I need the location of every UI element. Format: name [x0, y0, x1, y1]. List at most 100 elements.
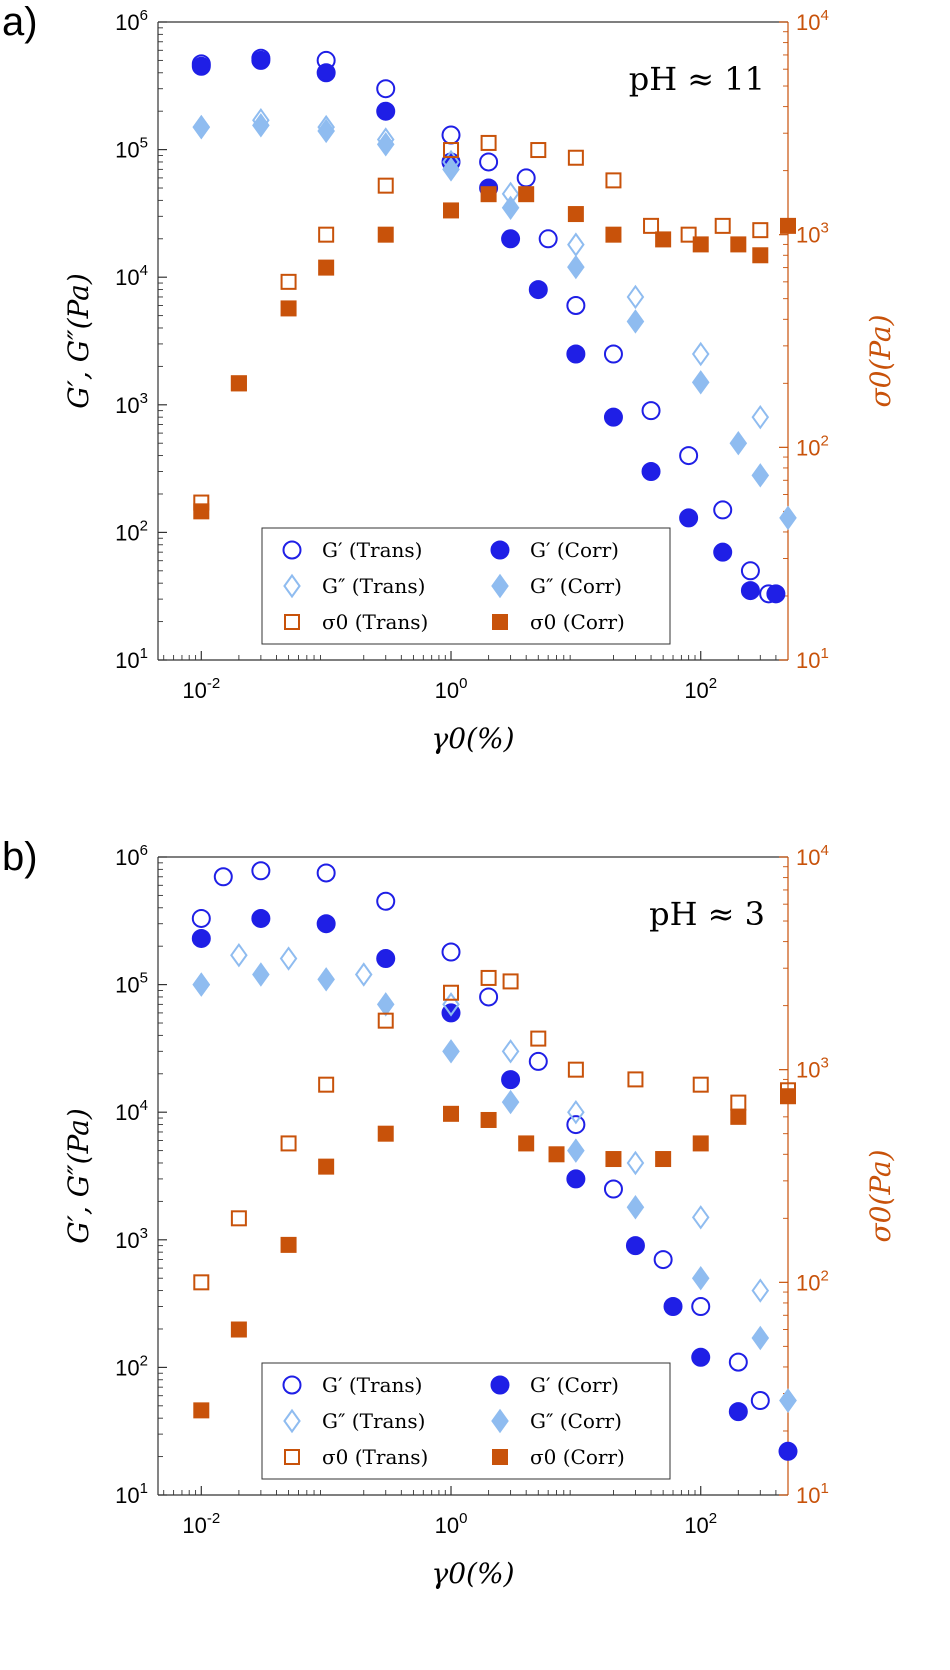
data-point-gpp_corr — [626, 309, 645, 334]
data-point-s_corr — [605, 1151, 622, 1168]
legend-marker-gpp_trans — [283, 573, 301, 599]
data-point-s_trans — [692, 1076, 709, 1093]
data-point-gpp_trans — [442, 992, 460, 1017]
legend-label-s_trans: σ0 (Trans) — [322, 1445, 428, 1469]
data-point-s_corr — [518, 1135, 535, 1152]
data-point-s_corr — [730, 1108, 747, 1125]
data-point-s_corr — [692, 1135, 709, 1152]
data-point-s_corr — [443, 1105, 460, 1122]
y-right-tick-label: 102 — [796, 432, 829, 460]
data-point-s_corr — [280, 1236, 297, 1253]
data-point-s_corr — [280, 300, 297, 317]
data-point-gpp_corr — [691, 1265, 710, 1291]
data-point-s_trans — [230, 1210, 247, 1227]
legend-label-s_corr: σ0 (Corr) — [530, 1445, 625, 1469]
data-point-gp_corr — [251, 50, 271, 70]
data-point-gpp_trans — [567, 232, 585, 257]
y-right-tick-label: 104 — [796, 842, 829, 870]
data-point-gp_corr — [778, 1441, 798, 1461]
data-point-s_trans — [377, 1012, 394, 1029]
legend-marker-gpp_corr — [491, 573, 509, 599]
legend-marker-gp_trans — [282, 1375, 302, 1395]
legend-label-gpp_trans: G″ (Trans) — [322, 574, 425, 598]
data-point-s_trans — [443, 142, 460, 159]
data-point-s_corr — [548, 1146, 565, 1163]
data-point-s_corr — [605, 226, 622, 243]
data-point-gp_trans — [516, 168, 536, 188]
data-point-s_corr — [480, 1111, 497, 1128]
legend-label-gp_corr: G′ (Corr) — [530, 1373, 619, 1397]
y-right-tick-label: 101 — [796, 645, 829, 673]
data-point-gpp_corr — [442, 1039, 460, 1064]
data-point-gpp_corr — [501, 195, 520, 220]
data-point-gp_trans — [376, 891, 396, 911]
data-point-s_corr — [193, 503, 210, 520]
legend-label-gp_trans: G′ (Trans) — [322, 1373, 422, 1397]
data-point-gpp_corr — [317, 118, 335, 144]
data-point-gpp_trans — [230, 942, 248, 968]
ph-annotation: pH ≈ 3 — [649, 895, 765, 933]
data-point-s_trans — [280, 273, 297, 290]
data-point-gp_corr — [713, 542, 733, 562]
legend-box — [261, 527, 671, 645]
panel-label-a: a) — [2, 0, 38, 44]
panel-label-b: b) — [2, 835, 38, 879]
data-point-s_trans — [502, 973, 519, 990]
data-point-s_corr — [377, 226, 394, 243]
legend-marker-s_corr — [492, 614, 508, 630]
data-point-s_trans — [730, 1094, 747, 1111]
x-tick-label: 100 — [435, 1510, 468, 1538]
chart-panel-b: 101 102 103 104 105 106 101 102 103 104 10-2 100 102… — [0, 835, 950, 1670]
y-tick-label: 103 — [115, 390, 148, 418]
data-point-s_trans — [318, 226, 335, 243]
data-point-gpp_corr — [252, 962, 270, 987]
legend-marker-s_trans — [284, 614, 300, 630]
chart-panel-a: 101 102 103 104 105 106 101 102 103 104 10-2 100 102… — [2, 0, 897, 755]
data-point-gp_trans — [603, 1179, 623, 1199]
data-point-s_trans — [627, 1071, 644, 1088]
data-point-gpp_corr — [626, 1195, 645, 1220]
y-tick-label: 105 — [115, 135, 148, 163]
data-point-s_corr — [318, 1158, 335, 1175]
data-point-s_corr — [377, 1125, 394, 1142]
data-point-gpp_corr — [567, 1138, 585, 1163]
data-point-s_trans — [280, 1135, 297, 1152]
data-point-gpp_trans — [751, 404, 770, 430]
y-tick-label: 102 — [115, 1352, 148, 1380]
legend-marker-s_trans — [284, 1449, 300, 1465]
data-point-s_trans — [752, 222, 769, 239]
data-point-gpp_corr — [252, 113, 270, 138]
data-point-gp_trans — [641, 401, 661, 421]
data-point-gp_trans — [528, 1051, 548, 1071]
legend-marker-gp_trans — [282, 540, 302, 560]
y-tick-label: 101 — [115, 645, 148, 673]
data-point-gp_corr — [603, 407, 623, 427]
data-point-gpp_trans — [501, 1039, 520, 1064]
y-axis-label: G′, G″(Pa) — [62, 1108, 95, 1243]
y-tick-label: 103 — [115, 1225, 148, 1253]
data-point-s_trans — [377, 177, 394, 194]
data-point-s_corr — [752, 247, 769, 264]
data-point-gpp_trans — [751, 1278, 770, 1303]
data-point-s_corr — [193, 1402, 210, 1419]
legend-marker-gpp_trans — [283, 1408, 301, 1434]
data-point-gpp_corr — [751, 1325, 770, 1351]
data-point-s_trans — [318, 1076, 335, 1093]
data-point-gp_trans — [441, 125, 461, 145]
data-point-gp_trans — [679, 446, 699, 466]
legend-marker-gp_corr — [490, 1375, 510, 1395]
y-right-axis-label: σ0(Pa) — [864, 1149, 897, 1242]
data-point-gp_corr — [566, 1169, 586, 1189]
data-point-gpp_corr — [442, 157, 460, 182]
data-point-gp_corr — [191, 928, 211, 948]
y-tick-label: 102 — [115, 517, 148, 545]
data-point-gp_trans — [603, 344, 623, 364]
x-tick-label: 10-2 — [182, 1510, 220, 1538]
data-point-gpp_corr — [691, 370, 710, 395]
data-point-gpp_trans — [354, 962, 373, 987]
data-point-gp_corr — [728, 1402, 748, 1422]
legend-label-gpp_corr: G″ (Corr) — [530, 1409, 622, 1433]
data-point-s_corr — [518, 186, 535, 203]
data-point-gp_corr — [691, 1347, 711, 1367]
data-point-s_trans — [680, 226, 697, 243]
